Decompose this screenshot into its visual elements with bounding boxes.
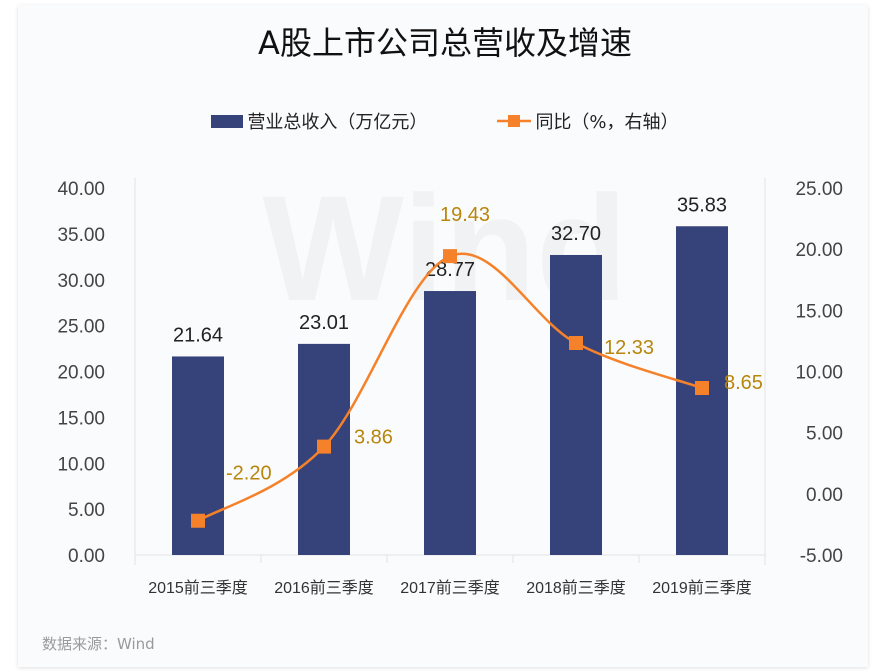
right-tick-label: 15.00	[795, 301, 843, 322]
bar-value-label: 35.83	[677, 194, 727, 216]
line-value-label: -2.20	[226, 463, 272, 485]
right-tick-label: 20.00	[795, 240, 843, 261]
left-tick-label: 25.00	[57, 317, 105, 338]
left-tick-label: 20.00	[57, 363, 105, 384]
category-label: 2016前三季度	[274, 579, 374, 597]
line-marker	[569, 335, 583, 350]
left-tick-label: 10.00	[57, 454, 105, 475]
bar	[550, 254, 602, 556]
left-tick-label: 0.00	[68, 546, 105, 567]
left-tick-label: 35.00	[57, 225, 105, 246]
line-marker	[443, 249, 457, 264]
category-label: 2017前三季度	[400, 579, 500, 597]
right-tick-label: 5.00	[806, 424, 843, 445]
legend-label: 同比（%，右轴）	[535, 112, 679, 133]
line-value-label: 19.43	[440, 204, 490, 226]
left-tick-label: 40.00	[57, 179, 105, 200]
legend-item-revenue: 营业总收入（万亿元）	[211, 108, 427, 134]
category-label: 2015前三季度	[148, 579, 248, 597]
right-tick-label: 25.00	[795, 179, 843, 200]
left-tick-label: 15.00	[57, 408, 105, 429]
bar-value-label: 32.70	[551, 223, 601, 245]
legend-line-swatch	[497, 115, 532, 127]
bar	[424, 291, 476, 555]
category-label: 2019前三季度	[652, 579, 752, 597]
right-tick-label: -5.00	[800, 546, 843, 567]
left-tick-label: 30.00	[57, 271, 105, 292]
data-source: 数据来源：Wind	[42, 635, 155, 653]
line-marker	[695, 381, 709, 396]
line-value-label: 8.65	[724, 372, 763, 394]
bar-value-label: 23.01	[299, 312, 349, 334]
line-value-label: 3.86	[354, 427, 393, 449]
category-label: 2018前三季度	[526, 579, 626, 597]
left-tick-label: 5.00	[68, 500, 105, 521]
legend-label: 营业总收入（万亿元）	[247, 112, 428, 133]
chart-title: A股上市公司总营收及增速	[258, 24, 632, 62]
legend: 营业总收入（万亿元） 同比（%，右轴）	[0, 108, 890, 134]
right-tick-label: 0.00	[806, 485, 843, 506]
line-value-label: 12.33	[604, 337, 654, 359]
line-marker	[317, 439, 331, 454]
legend-bar-swatch	[211, 114, 244, 128]
legend-item-yoy: 同比（%，右轴）	[497, 108, 679, 134]
right-tick-label: 10.00	[795, 363, 843, 384]
bar-value-label: 21.64	[173, 324, 223, 346]
line-marker	[191, 513, 205, 528]
